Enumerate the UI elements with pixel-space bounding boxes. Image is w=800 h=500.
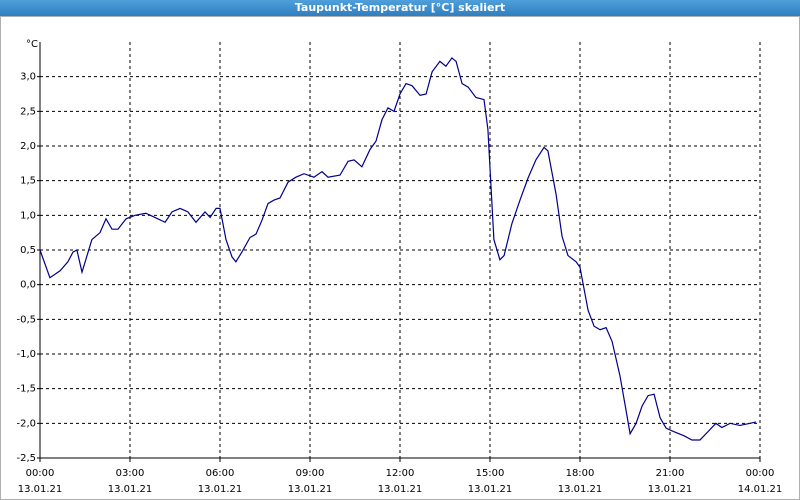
- x-tick-label: 00:00: [26, 468, 55, 479]
- y-unit: °C: [26, 39, 38, 50]
- title-bar: Taupunkt-Temperatur [°C] skaliert: [0, 0, 800, 16]
- x-tick-label: 09:00: [296, 468, 325, 479]
- x-tick-date: 13.01.21: [108, 484, 153, 495]
- x-tick-date: 13.01.21: [468, 484, 513, 495]
- chart: °C -2,5 -2,0 -1,5 -1,0 -0,5 0,0 0,5 1,0 1,5 2,0 2,…: [0, 16, 800, 500]
- y-tick-label: 0,0: [20, 280, 36, 291]
- x-tick-date: 13.01.21: [378, 484, 423, 495]
- x-tick-label: 03:00: [116, 468, 145, 479]
- y-tick-label: 3,0: [20, 72, 36, 83]
- data-line: [39, 57, 757, 441]
- y-tick-label: -1,5: [16, 384, 36, 395]
- y-tick-label: -0,5: [16, 314, 36, 325]
- y-tick-label: -1,0: [16, 349, 36, 360]
- x-tick-label: 21:00: [656, 468, 685, 479]
- y-tick-label: 2,0: [20, 141, 36, 152]
- x-tick-date: 13.01.21: [648, 484, 693, 495]
- x-tick-date: 13.01.21: [198, 484, 243, 495]
- x-tick-label: 06:00: [206, 468, 235, 479]
- y-tick-label: 1,5: [20, 176, 36, 187]
- x-tick-date: 13.01.21: [18, 484, 63, 495]
- x-tick-date: 13.01.21: [558, 484, 603, 495]
- x-tick-label: 12:00: [386, 468, 415, 479]
- x-tick-label: 18:00: [566, 468, 595, 479]
- x-tick-date: 14.01.21: [738, 484, 783, 495]
- x-tick-label: 00:00: [746, 468, 775, 479]
- y-tick-label: 1,0: [20, 210, 36, 221]
- y-tick-label: -2,0: [16, 418, 36, 429]
- x-tick-label: 15:00: [476, 468, 505, 479]
- y-tick-label: 0,5: [20, 245, 36, 256]
- y-tick-label: -2,5: [16, 453, 36, 464]
- x-tick-date: 13.01.21: [288, 484, 333, 495]
- y-tick-label: 2,5: [20, 106, 36, 117]
